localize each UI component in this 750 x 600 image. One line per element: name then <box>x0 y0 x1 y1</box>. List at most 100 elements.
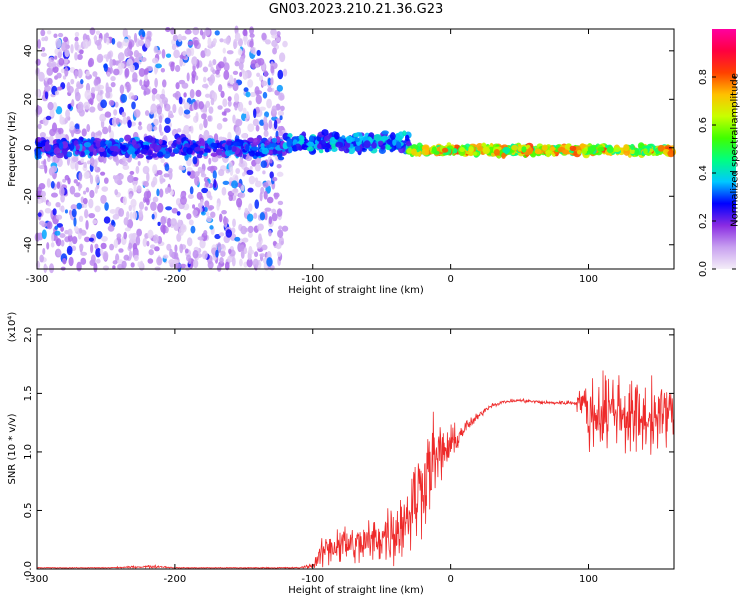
spectral-point <box>275 37 281 43</box>
spectral-point <box>381 135 389 141</box>
spectral-point <box>160 158 165 164</box>
spectral-point <box>214 30 220 36</box>
spectral-point <box>121 260 127 269</box>
spectral-point <box>219 257 224 264</box>
spectral-point <box>151 213 155 220</box>
spectral-point <box>132 71 138 82</box>
spectral-point <box>103 33 107 44</box>
spectral-point <box>84 236 91 243</box>
spectral-point <box>392 139 397 146</box>
spectral-point <box>192 204 196 209</box>
spectral-point <box>189 186 194 195</box>
spectral-point <box>53 33 58 38</box>
spectral-point <box>55 214 63 220</box>
spectral-point <box>128 233 136 240</box>
spectral-point <box>133 254 139 262</box>
spectral-point <box>122 116 128 125</box>
spectral-point <box>187 194 194 199</box>
spectral-point <box>122 38 130 47</box>
spectral-point <box>118 248 124 253</box>
spectral-point <box>103 63 108 72</box>
spectral-point <box>278 125 282 133</box>
spectral-point <box>49 263 55 274</box>
spectral-point <box>147 258 154 264</box>
spectral-point <box>189 88 195 99</box>
colorbar-tick-label: 0.2 <box>698 213 709 229</box>
spectral-point <box>50 192 58 198</box>
spectral-point <box>270 142 278 148</box>
spectral-point <box>271 176 278 182</box>
colorbar: 0.0 0.2 0.4 0.6 0.8 <box>698 29 736 277</box>
snr-line <box>37 370 675 570</box>
spectral-point <box>192 259 199 269</box>
spectral-point <box>186 48 192 58</box>
spectral-point <box>133 109 141 118</box>
spectral-point <box>44 207 52 214</box>
spectral-point <box>307 141 315 148</box>
spectral-point <box>137 261 141 268</box>
spectral-point <box>116 233 122 239</box>
spectral-point <box>149 109 154 115</box>
spectral-point <box>234 32 241 41</box>
spectral-point <box>377 140 384 146</box>
spectral-point <box>85 187 90 193</box>
spectral-point <box>99 89 104 95</box>
y-axis-multiplier: (x10⁴) <box>7 312 18 343</box>
spectral-point <box>35 88 40 98</box>
spectral-point <box>70 204 78 211</box>
spectral-point <box>144 39 151 49</box>
spectral-point <box>74 31 80 37</box>
spectral-point <box>212 69 217 75</box>
spectral-point <box>277 110 284 117</box>
spectral-point <box>201 187 209 194</box>
spectral-point <box>101 235 108 242</box>
spectral-point <box>41 229 47 240</box>
spectral-point <box>292 144 297 152</box>
spectral-point <box>247 137 255 142</box>
spectral-point <box>277 251 281 257</box>
spectral-point <box>279 94 285 101</box>
spectral-point <box>50 242 55 248</box>
spectral-point <box>123 254 130 261</box>
spectral-point <box>49 128 56 137</box>
spectral-point <box>119 173 124 180</box>
spectral-point <box>107 225 115 232</box>
spectral-point <box>40 29 46 37</box>
y-tick-label: 1.0 <box>23 444 34 460</box>
spectral-point <box>424 148 430 156</box>
spectral-point <box>587 145 596 153</box>
spectral-point <box>657 144 665 152</box>
spectral-point <box>74 36 79 42</box>
spectral-point <box>95 39 101 46</box>
spectral-point <box>94 165 98 171</box>
spectral-point <box>259 106 266 111</box>
spectral-point <box>94 85 101 92</box>
spectral-point <box>40 190 46 198</box>
spectral-point <box>114 189 119 196</box>
spectral-point <box>183 92 187 98</box>
spectral-point <box>177 33 183 43</box>
spectral-point <box>216 123 223 130</box>
spectral-point <box>247 79 254 88</box>
spectral-point <box>64 174 70 181</box>
y-tick-label: 0.5 <box>23 503 34 519</box>
spectral-point <box>143 180 149 188</box>
spectral-point <box>159 131 164 136</box>
spectral-point <box>133 32 138 43</box>
spectral-point <box>242 172 246 177</box>
spectral-point <box>173 49 180 59</box>
x-tick-label: -100 <box>301 574 324 585</box>
spectral-point <box>37 212 42 217</box>
spectral-point <box>256 49 261 57</box>
spectral-point <box>222 180 230 186</box>
spectral-point <box>144 74 148 82</box>
spectral-point <box>254 163 261 172</box>
spectral-point <box>257 223 264 231</box>
spectral-point <box>215 249 219 258</box>
spectral-point <box>163 173 170 178</box>
spectral-point <box>268 216 273 225</box>
spectral-point <box>208 76 214 86</box>
spectral-point <box>188 219 194 226</box>
spectral-point <box>667 150 675 158</box>
spectral-point <box>199 29 204 36</box>
